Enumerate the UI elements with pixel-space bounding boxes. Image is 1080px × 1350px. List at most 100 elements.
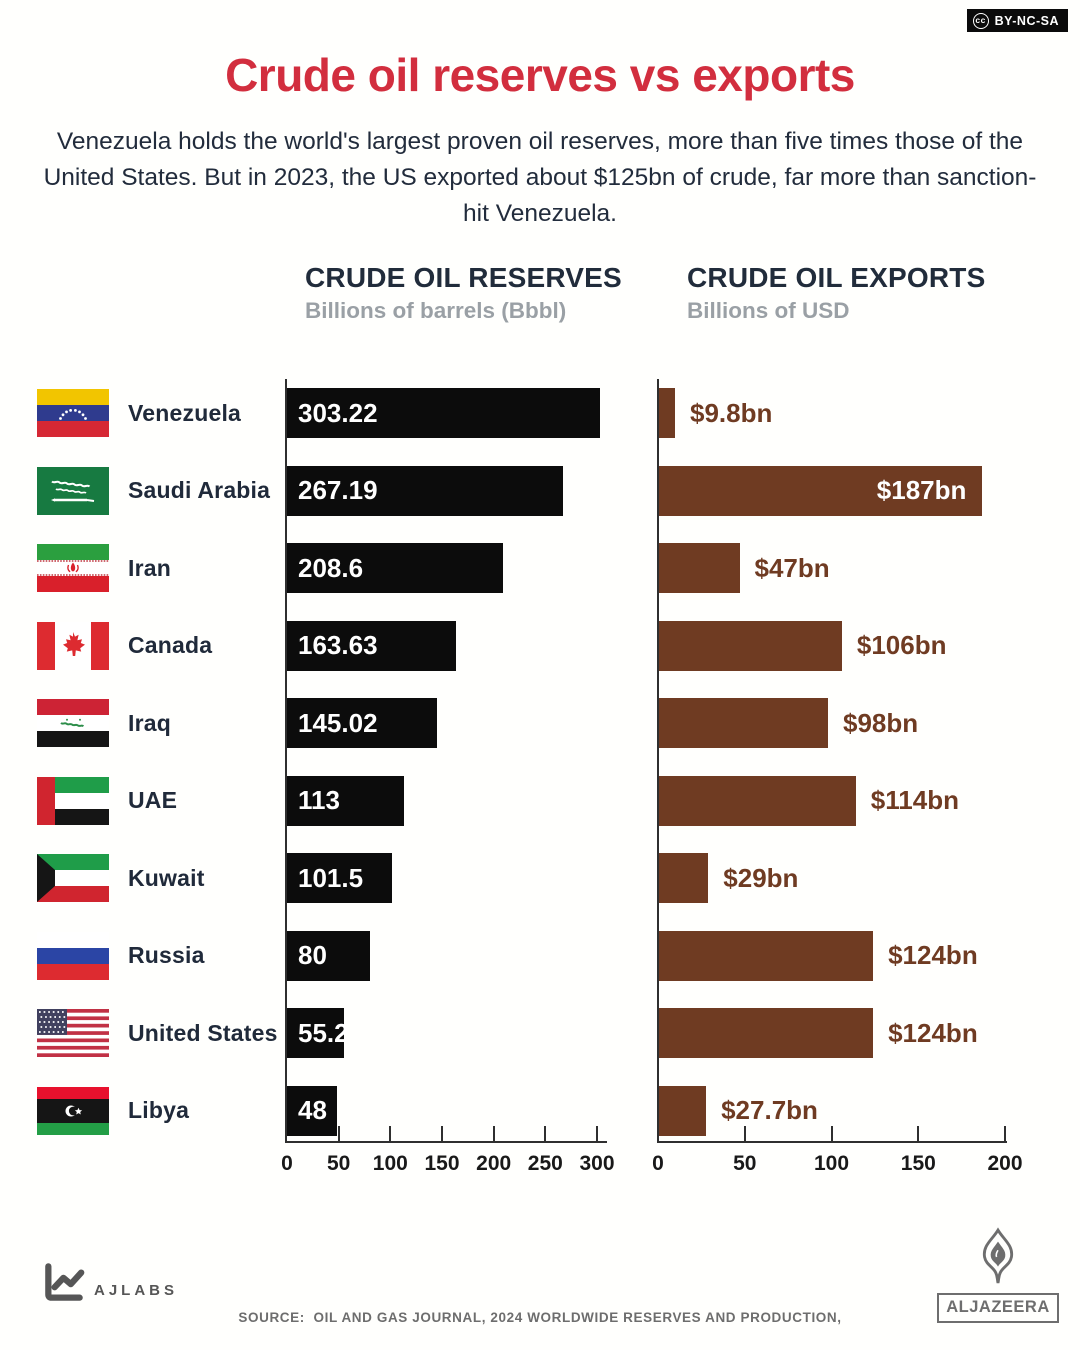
iraq-flag-icon xyxy=(37,699,109,747)
exports-value: $187bn xyxy=(876,475,967,505)
source-line-1: SOURCE: OIL AND GAS JOURNAL, 2024 WORLDW… xyxy=(238,1310,842,1325)
axis-tick xyxy=(596,1126,598,1141)
reserves-tick-label: 100 xyxy=(372,1152,408,1175)
reserves-bar: 267.19 xyxy=(287,465,564,516)
cc-license-badge: cc BY-NC-SA xyxy=(966,9,1068,32)
exports-bar xyxy=(658,388,675,438)
exports-bar xyxy=(658,698,828,748)
cc-icon: cc xyxy=(972,12,989,29)
reserves-bar: 55.2 xyxy=(287,1008,349,1058)
reserves-bar: 48 xyxy=(287,1085,337,1136)
reserves-value: 48 xyxy=(298,1095,327,1125)
ajlabs-chart-icon xyxy=(45,1263,85,1301)
exports-cell: $29bn xyxy=(658,853,798,903)
exports-tick-label: 100 xyxy=(813,1152,850,1175)
exports-y-axis xyxy=(657,379,659,1143)
country-label: Iraq xyxy=(128,709,171,736)
row-venezuela: Venezuela 303.22 $9.8bn xyxy=(0,388,1080,438)
ajlabs-label: AJLABS xyxy=(94,1282,179,1299)
axis-tick xyxy=(441,1126,443,1141)
exports-chart-unit: Billions of USD xyxy=(687,298,850,323)
exports-value: $106bn xyxy=(856,630,947,660)
exports-cell: $106bn xyxy=(658,620,947,671)
axis-tick xyxy=(492,1126,495,1141)
country-label: Canada xyxy=(128,632,213,658)
exports-value: $29bn xyxy=(723,862,799,893)
row-iran: Iran 208.6 $47bn xyxy=(0,543,1080,593)
exports-tick-label: 0 xyxy=(652,1152,664,1175)
reserves-tick-label: 150 xyxy=(424,1152,460,1175)
exports-value: $124bn xyxy=(888,1017,978,1048)
reserves-value: 145.02 xyxy=(298,707,378,738)
exports-bar xyxy=(658,930,874,981)
axis-tick xyxy=(917,1126,920,1141)
exports-cell: $47bn xyxy=(658,543,830,593)
exports-cell: $124bn xyxy=(658,1008,978,1058)
exports-cell: $9.8bn xyxy=(658,388,772,438)
row-canada: Canada 163.63 $106bn xyxy=(0,620,1080,671)
axis-tick xyxy=(830,1126,833,1141)
exports-tick-label: 200 xyxy=(987,1152,1023,1175)
iran-flag-icon xyxy=(37,544,109,592)
exports-x-axis xyxy=(657,1141,1007,1143)
exports-tick-label: 150 xyxy=(900,1152,936,1175)
reserves-chart-unit: Billions of barrels (Bbbl) xyxy=(305,298,567,323)
venezuela-flag-icon xyxy=(37,389,109,437)
exports-value: $27.7bn xyxy=(721,1095,818,1125)
exports-tick-label: 50 xyxy=(733,1152,757,1175)
chart-rows: Venezuela 303.22 $9.8bn Saudi Arabia 267… xyxy=(0,388,1080,1136)
reserves-bar: 303.22 xyxy=(287,388,601,438)
reserves-bar: 145.02 xyxy=(287,698,437,748)
reserves-value: 163.63 xyxy=(298,630,378,660)
exports-value: $98bn xyxy=(843,707,919,738)
exports-bar xyxy=(658,1008,874,1058)
russia-flag-icon xyxy=(37,931,109,980)
reserves-y-axis xyxy=(285,379,287,1143)
country-label: Venezuela xyxy=(128,399,242,426)
reserves-chart-title: CRUDE OIL RESERVES xyxy=(305,262,622,293)
country-label: Saudi Arabia xyxy=(128,477,271,503)
row-united-states: United States 55.2 $124bn xyxy=(0,1008,1080,1058)
exports-bar xyxy=(658,620,842,671)
reserves-bar: 163.63 xyxy=(287,620,457,671)
ajlabs-logo: AJLABS xyxy=(40,1258,178,1306)
reserves-chart-header: CRUDE OIL RESERVES Billions of barrels (… xyxy=(305,262,622,324)
reserves-tick-label: 300 xyxy=(579,1152,615,1175)
reserves-value: 303.22 xyxy=(298,397,378,428)
exports-cell: $98bn xyxy=(658,698,918,748)
reserves-bar: 101.5 xyxy=(287,853,392,903)
reserves-tick-label: 50 xyxy=(327,1152,351,1175)
row-iraq: Iraq 145.02 $98bn xyxy=(0,698,1080,748)
canada-flag-icon xyxy=(37,621,109,670)
row-russia: Russia 80 $124bn xyxy=(0,930,1080,981)
exports-cell: $27.7bn xyxy=(658,1085,818,1136)
axis-tick xyxy=(743,1126,746,1141)
uae-flag-icon xyxy=(37,776,109,825)
reserves-tick-label: 200 xyxy=(476,1152,512,1175)
aljazeera-label: ALJAZEERA xyxy=(937,1293,1059,1323)
exports-value: $124bn xyxy=(888,940,978,970)
reserves-x-axis xyxy=(285,1141,607,1143)
exports-value: $114bn xyxy=(870,785,959,815)
exports-cell: $114bn xyxy=(658,775,959,826)
reserves-bar: 80 xyxy=(287,930,370,981)
axis-tick xyxy=(389,1126,392,1141)
cc-license-label: BY-NC-SA xyxy=(994,13,1059,28)
exports-chart-title: CRUDE OIL EXPORTS xyxy=(687,262,986,293)
axis-tick xyxy=(337,1126,340,1141)
reserves-tick-label: 0 xyxy=(281,1152,293,1175)
country-label: Iran xyxy=(128,554,171,581)
exports-bar xyxy=(658,543,740,593)
country-label: Libya xyxy=(128,1097,190,1123)
reserves-value: 55.2 xyxy=(298,1017,349,1048)
reserves-tick-label: 250 xyxy=(527,1152,563,1175)
exports-value: $9.8bn xyxy=(690,397,773,428)
country-label: Russia xyxy=(128,942,205,968)
reserves-bar: 208.6 xyxy=(287,543,503,593)
kuwait-flag-icon xyxy=(37,854,109,902)
source-note: SOURCE: OIL AND GAS JOURNAL, 2024 WORLDW… xyxy=(0,1260,1080,1350)
axis-tick xyxy=(1004,1126,1006,1141)
country-label: United States xyxy=(128,1019,278,1046)
exports-bar xyxy=(658,1085,707,1136)
